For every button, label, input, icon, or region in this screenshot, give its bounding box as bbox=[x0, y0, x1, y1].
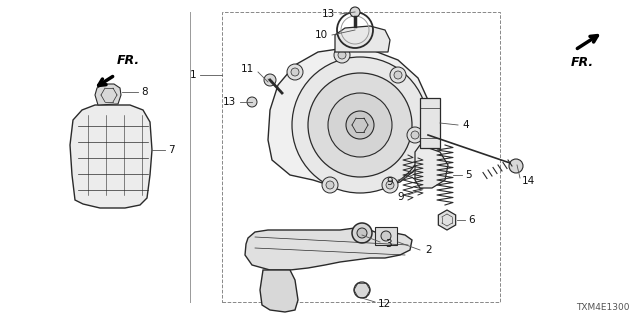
Text: 10: 10 bbox=[315, 30, 328, 40]
Text: FR.: FR. bbox=[117, 54, 140, 67]
Text: 9: 9 bbox=[387, 177, 393, 187]
Circle shape bbox=[346, 111, 374, 139]
Circle shape bbox=[390, 67, 406, 83]
Polygon shape bbox=[335, 26, 390, 52]
Text: 12: 12 bbox=[378, 299, 391, 309]
Polygon shape bbox=[70, 105, 152, 208]
Circle shape bbox=[328, 93, 392, 157]
Circle shape bbox=[381, 231, 391, 241]
Text: FR.: FR. bbox=[571, 56, 594, 69]
Circle shape bbox=[354, 282, 370, 298]
Text: 1: 1 bbox=[189, 70, 196, 80]
Text: 11: 11 bbox=[241, 64, 254, 74]
Circle shape bbox=[411, 131, 419, 139]
Circle shape bbox=[334, 47, 350, 63]
Bar bbox=[375, 227, 397, 245]
Circle shape bbox=[338, 51, 346, 59]
Text: 6: 6 bbox=[468, 215, 475, 225]
Circle shape bbox=[394, 71, 402, 79]
Text: 9: 9 bbox=[397, 192, 404, 202]
Text: 8: 8 bbox=[141, 87, 148, 97]
Circle shape bbox=[382, 177, 398, 193]
Circle shape bbox=[509, 159, 523, 173]
Circle shape bbox=[407, 127, 423, 143]
Text: 13: 13 bbox=[322, 9, 335, 19]
Circle shape bbox=[292, 57, 428, 193]
Text: 14: 14 bbox=[522, 176, 535, 186]
Text: 7: 7 bbox=[168, 145, 175, 155]
Circle shape bbox=[386, 181, 394, 189]
Polygon shape bbox=[438, 210, 456, 230]
Circle shape bbox=[291, 68, 299, 76]
Text: 13: 13 bbox=[223, 97, 236, 107]
Circle shape bbox=[352, 223, 372, 243]
Circle shape bbox=[357, 228, 367, 238]
Circle shape bbox=[350, 7, 360, 17]
Polygon shape bbox=[268, 48, 430, 190]
Circle shape bbox=[264, 74, 276, 86]
Polygon shape bbox=[260, 270, 298, 312]
Text: 2: 2 bbox=[425, 245, 431, 255]
Polygon shape bbox=[245, 228, 412, 270]
Polygon shape bbox=[415, 145, 448, 188]
Circle shape bbox=[308, 73, 412, 177]
Bar bbox=[222, 12, 500, 302]
Text: 3: 3 bbox=[385, 239, 392, 249]
Circle shape bbox=[247, 97, 257, 107]
Circle shape bbox=[326, 181, 334, 189]
Circle shape bbox=[322, 177, 338, 193]
Text: 4: 4 bbox=[462, 120, 468, 130]
Text: TXM4E1300: TXM4E1300 bbox=[577, 303, 630, 312]
Bar bbox=[420, 98, 440, 148]
Circle shape bbox=[287, 64, 303, 80]
Polygon shape bbox=[95, 84, 121, 105]
Text: 5: 5 bbox=[465, 170, 472, 180]
